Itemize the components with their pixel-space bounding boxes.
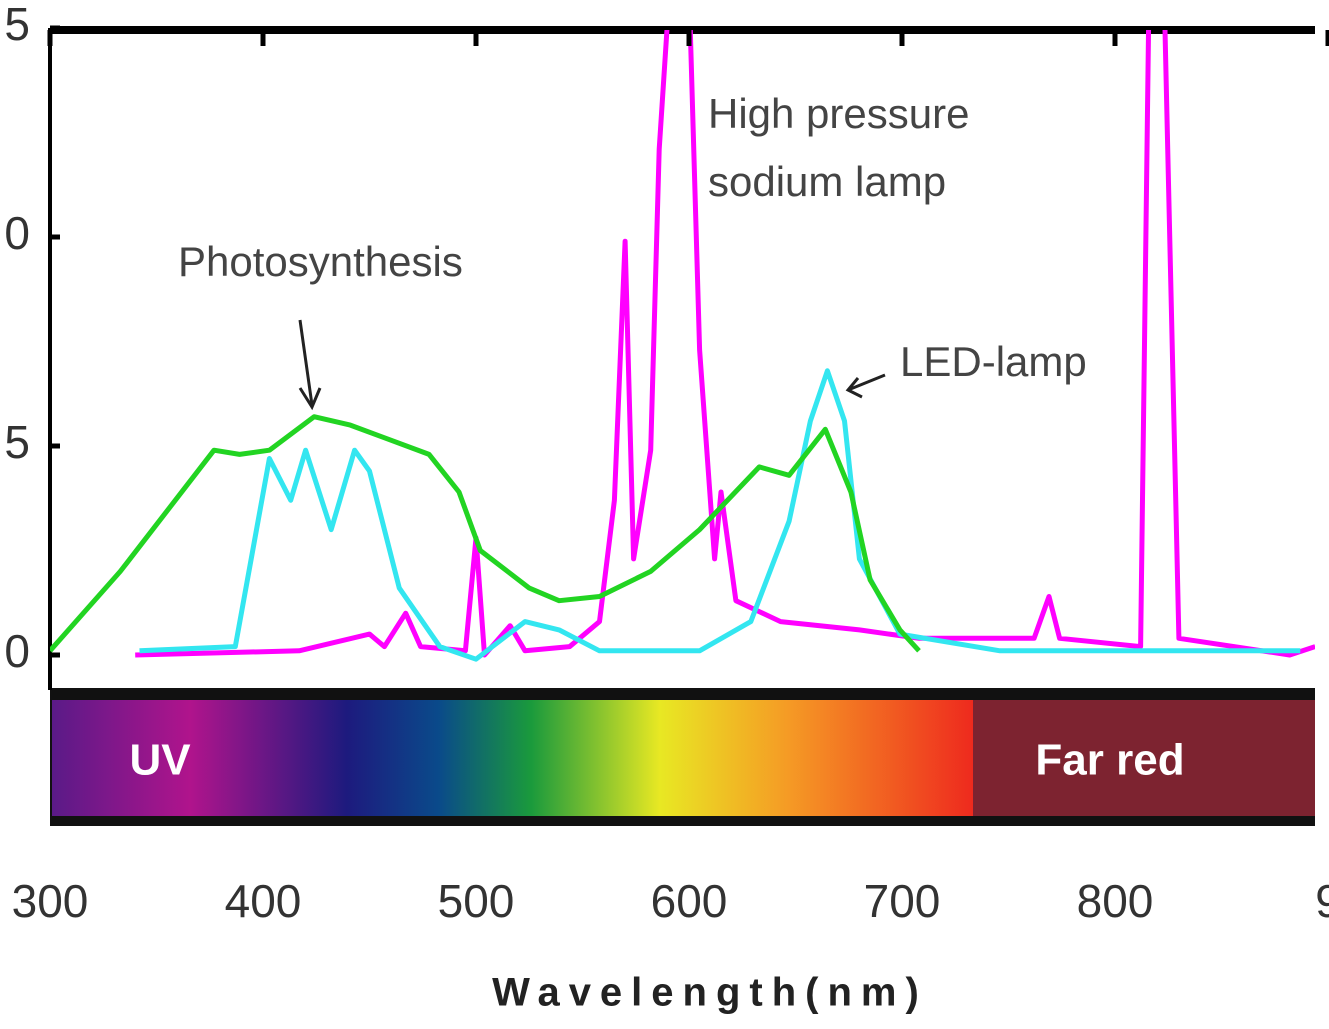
x-tick-label: 700	[864, 875, 941, 927]
series-line	[139, 368, 1301, 662]
annotation: sodium lamp	[708, 158, 946, 205]
y-tick-label: 5	[4, 416, 30, 468]
band-label: Far red	[1035, 736, 1184, 785]
y-tick-label: 5	[4, 0, 30, 50]
series-line	[135, 30, 1315, 658]
x-tick-label: 800	[1077, 875, 1154, 927]
x-tick-label: 300	[12, 875, 89, 927]
annotation: High pressure	[708, 90, 969, 137]
x-tick-label: 600	[651, 875, 728, 927]
x-tick-label: 9	[1315, 875, 1329, 927]
x-tick-label: 500	[438, 875, 515, 927]
far-red-band	[973, 700, 1315, 816]
y-tick-label: 0	[4, 207, 30, 259]
plot-area	[50, 30, 1315, 662]
x-axis-label: Wavelength(nm)	[492, 971, 928, 1015]
annotation: LED-lamp	[900, 338, 1087, 385]
spectrum-bar	[52, 700, 973, 816]
y-tick-label: 0	[4, 625, 30, 677]
annotation: Photosynthesis	[178, 238, 463, 285]
arrow	[298, 319, 322, 411]
series-line	[50, 414, 921, 653]
arrow	[845, 373, 886, 399]
x-tick-label: 400	[225, 875, 302, 927]
band-label: UV	[129, 736, 191, 785]
